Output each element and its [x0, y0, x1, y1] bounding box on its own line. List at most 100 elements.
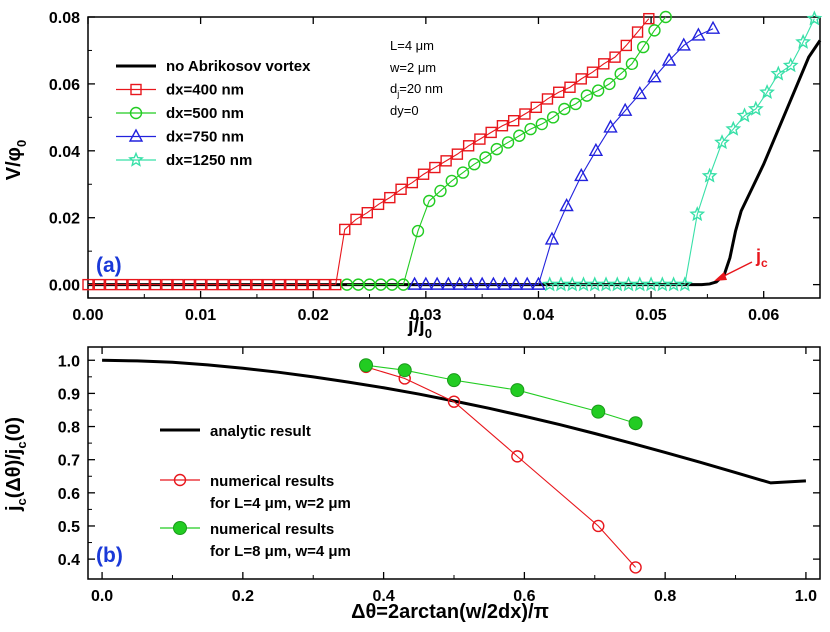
data-point	[372, 198, 385, 211]
data-point	[632, 85, 647, 100]
data-point	[395, 183, 407, 195]
data-point	[183, 278, 196, 291]
legend-marker	[173, 473, 187, 487]
data-point	[631, 26, 644, 38]
data-point	[149, 278, 162, 291]
data-point	[440, 155, 452, 167]
data-point	[541, 93, 554, 105]
data-point	[138, 278, 151, 291]
data-point	[361, 206, 373, 219]
data-point	[330, 278, 342, 291]
data-point	[496, 120, 509, 132]
data-point	[479, 151, 492, 164]
legend-label: no Abrikosov vortex	[166, 58, 311, 75]
data-point	[82, 278, 94, 291]
data-point	[508, 276, 524, 290]
x-tick-label: 1.0	[795, 588, 817, 605]
series-numerical-results-for-l-8-m-w-4-m	[359, 358, 643, 431]
y-tick-label: 0.6	[58, 486, 80, 503]
param-length: L=4 μm	[390, 38, 434, 53]
data-point	[520, 276, 535, 290]
data-point	[553, 86, 565, 98]
data-point	[350, 213, 362, 226]
jc-annotation: jc	[714, 246, 768, 281]
data-point	[194, 278, 207, 291]
legend-label: for L=8 μm, w=4 μm	[210, 543, 351, 560]
series-line	[365, 366, 636, 568]
legend-marker	[173, 521, 187, 535]
data-point	[273, 278, 286, 291]
legend-marker	[129, 106, 143, 120]
data-point	[239, 278, 252, 291]
param-thickness: dj=20 nm	[390, 81, 443, 99]
series-line	[549, 18, 815, 286]
data-point	[417, 168, 430, 180]
legend-entry: numerical results for L=4 μm, w=2 μm	[160, 473, 351, 512]
data-point	[586, 66, 599, 78]
data-point	[725, 120, 742, 136]
panel-a-frame	[87, 16, 821, 299]
data-point	[463, 276, 479, 290]
x-tick-label: 0.03	[410, 307, 441, 324]
y-tick-label: 0.00	[49, 278, 80, 295]
data-point	[628, 416, 643, 431]
legend-label: numerical results	[210, 473, 334, 490]
data-point	[406, 176, 419, 189]
data-point	[418, 276, 434, 290]
data-point	[598, 58, 610, 70]
data-point	[497, 276, 512, 290]
data-point	[456, 166, 470, 179]
legend-marker	[128, 128, 144, 142]
data-point	[524, 122, 537, 136]
data-point	[490, 142, 503, 156]
y-tick-label: 0.02	[49, 211, 80, 228]
data-point	[318, 278, 331, 291]
data-point	[486, 276, 501, 290]
data-point	[429, 161, 441, 174]
data-point	[661, 52, 677, 66]
data-point	[736, 107, 753, 123]
data-point	[510, 383, 525, 398]
param-width: w=2 μm	[389, 60, 436, 75]
data-point	[507, 115, 520, 127]
data-point	[714, 134, 730, 150]
data-point	[485, 126, 497, 139]
data-point	[217, 278, 229, 291]
data-point	[339, 223, 351, 236]
data-point	[127, 278, 139, 291]
jc-arrow-line	[719, 261, 753, 279]
x-tick-label: 0.0	[91, 588, 113, 605]
data-point	[530, 101, 542, 114]
jc-label: jc	[755, 246, 768, 270]
panel-a-label: (a)	[96, 254, 122, 277]
x-tick-label: 0.00	[72, 307, 103, 324]
data-point	[423, 194, 436, 208]
data-point	[647, 69, 662, 83]
data-point	[434, 184, 447, 198]
panel-b-ticks: 0.0 0.2 0.4 0.6 0.8 1.0 0.4 0.5 0.6 0.7 0.8 0.9 1.0	[58, 347, 820, 605]
x-tick-label: 0.02	[298, 307, 329, 324]
y-tick-label: 0.5	[58, 519, 80, 536]
panel-a-series	[82, 10, 823, 292]
param-dy: dy=0	[390, 103, 419, 118]
panel-a-params: L=4 μm w=2 μm dj=20 nm dy=0	[389, 38, 443, 118]
data-point	[206, 278, 218, 291]
data-point	[701, 167, 718, 183]
data-point	[474, 276, 490, 290]
data-point	[116, 278, 128, 291]
data-point	[93, 278, 105, 291]
data-point	[625, 57, 639, 71]
data-point	[588, 142, 604, 157]
data-point	[296, 278, 308, 291]
panel-b-label: (b)	[96, 544, 123, 567]
data-point	[614, 67, 627, 81]
panel-a-ticks: 0.00 0.01 0.02 0.03 0.04 0.05 0.06 0.00 0.02 0.04…	[49, 10, 820, 324]
data-point	[452, 276, 467, 290]
y-tick-label: 0.8	[58, 420, 80, 437]
panel-b-legend: analytic result numerical results for L=4 …	[160, 423, 351, 560]
data-point	[636, 40, 650, 54]
data-point	[228, 278, 241, 291]
data-point	[592, 519, 605, 533]
data-point	[591, 404, 606, 419]
